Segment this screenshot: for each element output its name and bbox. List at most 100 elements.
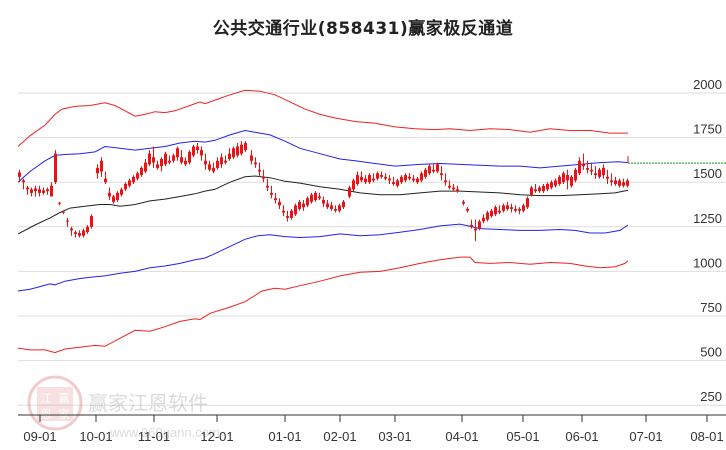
- y-tick-label: 1500: [693, 166, 722, 181]
- candle: [610, 180, 613, 183]
- candle: [558, 176, 561, 184]
- candle: [286, 216, 289, 218]
- svg-text:江: 江: [41, 392, 52, 405]
- candle: [46, 189, 49, 192]
- candle: [38, 189, 41, 193]
- candle: [216, 160, 219, 168]
- svg-text:家: 家: [59, 407, 70, 421]
- candle: [42, 190, 45, 193]
- candle: [220, 157, 223, 165]
- candle: [578, 160, 581, 174]
- candle: [448, 185, 451, 188]
- candle: [510, 207, 513, 209]
- candle: [440, 173, 443, 176]
- candle: [74, 232, 77, 234]
- x-tick-label: 04-01: [445, 429, 478, 444]
- candle: [474, 228, 477, 231]
- candle: [400, 176, 403, 183]
- candle: [626, 180, 629, 186]
- candle: [338, 205, 341, 211]
- candle: [270, 192, 273, 195]
- candle: [330, 205, 333, 209]
- y-tick-label: 1750: [693, 122, 722, 137]
- candle: [128, 180, 131, 186]
- candle: [212, 167, 215, 172]
- candle: [466, 208, 469, 211]
- candle: [314, 192, 317, 201]
- candle: [100, 160, 103, 172]
- candle: [86, 226, 89, 233]
- candle: [180, 157, 183, 163]
- candle: [486, 212, 489, 220]
- candle: [302, 203, 305, 208]
- candle: [420, 173, 423, 181]
- candle: [436, 164, 439, 172]
- watermark-url: www.360gann.com: [109, 425, 220, 440]
- candle: [598, 169, 601, 177]
- candle: [534, 189, 537, 192]
- candle: [208, 164, 211, 170]
- candle: [204, 160, 207, 165]
- candle: [432, 169, 435, 172]
- last-price-line: [627, 156, 726, 164]
- candle: [58, 202, 61, 204]
- y-tick-label: 500: [700, 345, 722, 360]
- candle: [224, 160, 227, 163]
- candle: [334, 208, 337, 211]
- candle: [140, 167, 143, 176]
- x-tick-label: 08-01: [690, 429, 723, 444]
- candle: [132, 176, 135, 183]
- candle: [530, 187, 533, 195]
- y-tick-label: 250: [700, 389, 722, 404]
- candle: [30, 189, 33, 193]
- candle: [240, 144, 243, 154]
- candle: [412, 178, 415, 181]
- candle: [294, 205, 297, 215]
- candle: [384, 176, 387, 179]
- x-tick-label: 07-01: [629, 429, 662, 444]
- candle: [282, 210, 285, 213]
- candle: [232, 148, 235, 158]
- candle: [318, 196, 321, 199]
- x-axis: 09-01 10-01 11-01 12-01 01-01 02-01 03-01 04-01…: [18, 414, 726, 444]
- candle: [372, 178, 375, 181]
- inner-lower-line: [17, 223, 629, 292]
- x-tick-label: 09-01: [23, 429, 56, 444]
- candle: [160, 159, 163, 167]
- candle: [22, 180, 25, 183]
- candle: [62, 211, 65, 213]
- candle: [164, 153, 167, 165]
- candle: [120, 189, 123, 195]
- candle: [108, 192, 111, 197]
- candle: [462, 201, 465, 204]
- candle: [606, 176, 609, 179]
- candle: [262, 176, 265, 179]
- candle: [570, 176, 573, 186]
- candle: [586, 167, 589, 170]
- candle: [542, 185, 545, 192]
- candle: [490, 210, 493, 217]
- candle: [538, 187, 541, 192]
- channel-lines: [17, 89, 629, 354]
- candle: [574, 169, 577, 181]
- candle: [192, 146, 195, 156]
- inner-upper-line: [17, 129, 629, 183]
- candle: [408, 176, 411, 179]
- candle: [116, 192, 119, 201]
- candle: [172, 155, 175, 161]
- candle: [306, 198, 309, 206]
- candle: [322, 200, 325, 204]
- candle: [470, 225, 473, 227]
- candle: [526, 198, 529, 208]
- candle: [144, 162, 147, 172]
- candle: [506, 205, 509, 209]
- candle: [258, 169, 261, 172]
- candle: [124, 183, 127, 190]
- candle: [310, 194, 313, 202]
- candle: [364, 178, 367, 183]
- candle: [152, 157, 155, 163]
- candle: [622, 182, 625, 186]
- candle: [50, 185, 53, 197]
- grid-lines: [18, 92, 726, 406]
